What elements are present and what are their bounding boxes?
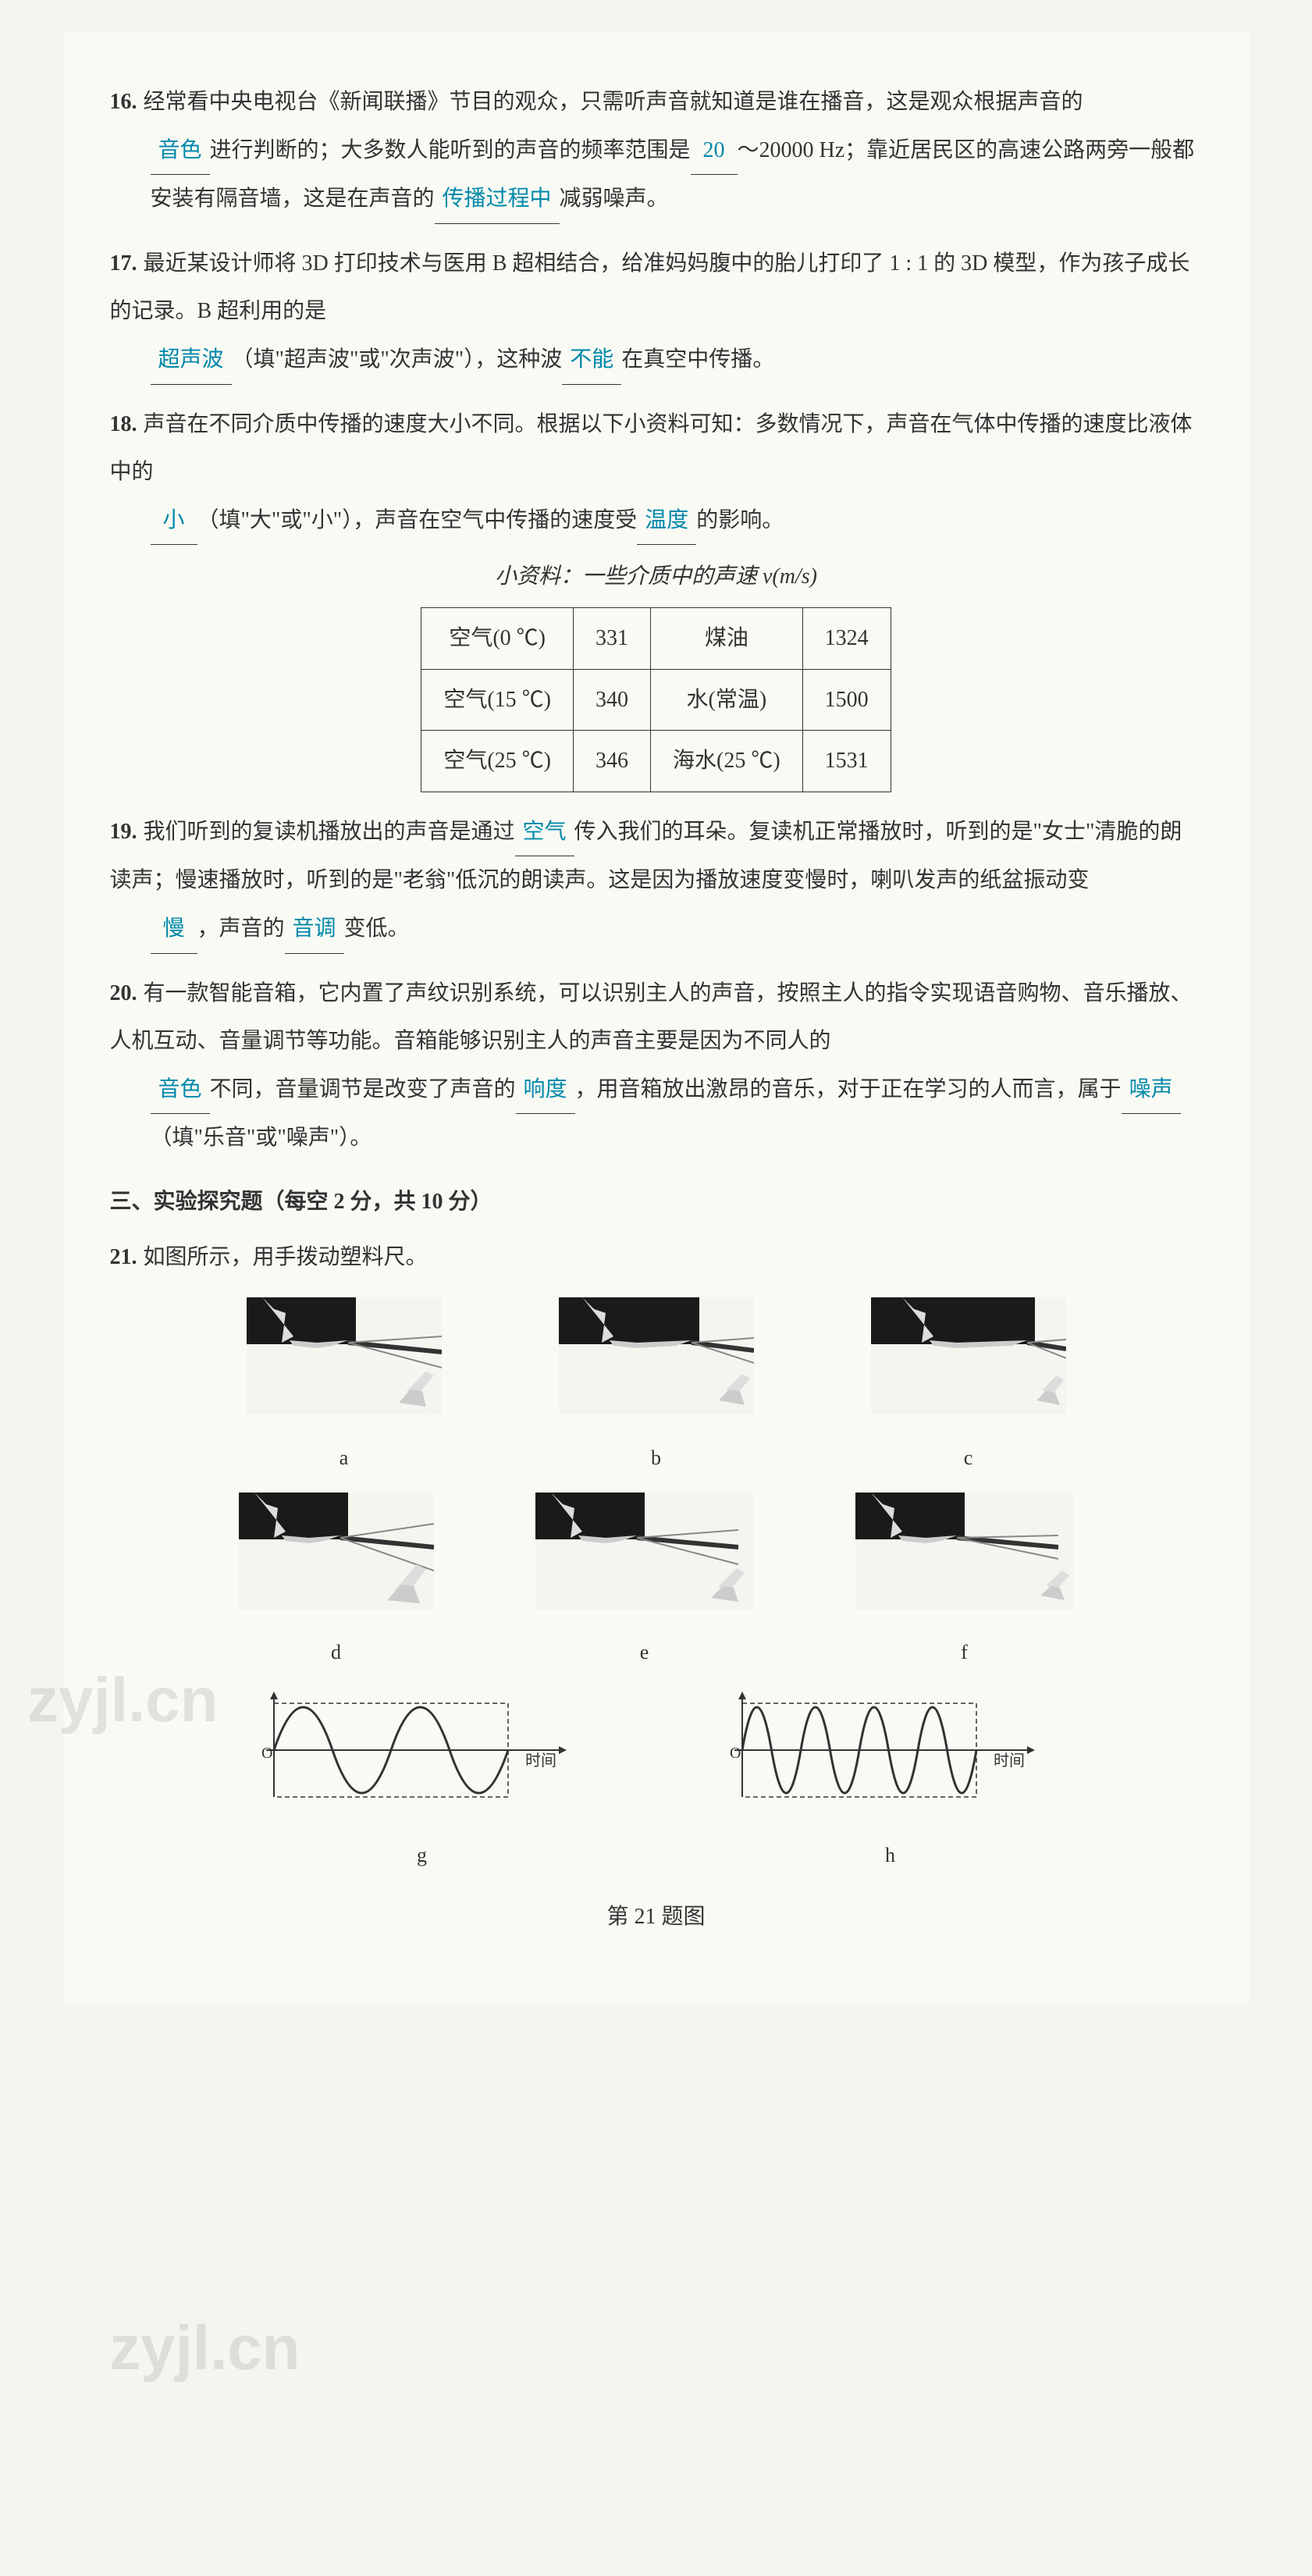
- q20-text: 不同，音量调节是改变了声音的: [210, 1077, 516, 1101]
- q20-number: 20.: [110, 970, 137, 1018]
- q19-text: 我们听到的复读机播放出的声音是通过: [144, 820, 515, 844]
- waveform-g-icon: O 时间: [251, 1688, 594, 1813]
- q20-blank3: 噪声: [1122, 1066, 1181, 1115]
- table-cell: 331: [574, 607, 651, 669]
- q21-label-h: h: [719, 1833, 1062, 1877]
- ruler-pluck-icon: [855, 1493, 1074, 1610]
- table-cell: 海水(25 ℃): [651, 731, 803, 792]
- q21-text: 如图所示，用手拨动塑料尺。: [144, 1245, 428, 1269]
- table-cell: 煤油: [651, 607, 803, 669]
- ruler-pluck-icon: [239, 1493, 434, 1610]
- q21-diagrams: a: [188, 1297, 1125, 1941]
- q18-text: 的影响。: [696, 508, 784, 532]
- q19-blank1: 空气: [515, 808, 574, 857]
- svg-text:时间: 时间: [994, 1752, 1025, 1770]
- question-20: 20.有一款智能音箱，它内置了声纹识别系统，可以识别主人的声音，按照主人的指令实…: [110, 970, 1203, 1162]
- table-cell: 1324: [802, 607, 891, 669]
- question-21: 21. 如图所示，用手拨动塑料尺。: [110, 1233, 1203, 1941]
- q18-text: （填"大"或"小"），声音在空气中传播的速度受: [197, 508, 638, 532]
- svg-text:O: O: [730, 1745, 741, 1762]
- q16-blank2: 20: [691, 126, 738, 176]
- q20-text: 有一款智能音箱，它内置了声纹识别系统，可以识别主人的声音，按照主人的指令实现语音…: [110, 981, 1193, 1054]
- q17-text: 最近某设计师将 3D 打印技术与医用 B 超相结合，给准妈妈腹中的胎儿打印了 1…: [110, 251, 1190, 324]
- q21-img-d: d: [239, 1493, 434, 1675]
- table-cell: 空气(25 ℃): [421, 731, 574, 792]
- q18-text: 声音在不同介质中传播的速度大小不同。根据以下小资料可知：多数情况下，声音在气体中…: [110, 412, 1193, 485]
- q21-row3: O 时间 g O 时间 h: [188, 1688, 1125, 1878]
- q21-caption: 第 21 题图: [188, 1893, 1125, 1941]
- ruler-pluck-icon: [871, 1297, 1066, 1414]
- q21-img-c: c: [871, 1297, 1066, 1480]
- q21-number: 21.: [110, 1233, 137, 1282]
- q21-wave-g: O 时间 g: [251, 1688, 594, 1878]
- ruler-pluck-icon: [535, 1493, 754, 1610]
- q21-label-e: e: [535, 1630, 754, 1674]
- question-18: 18.声音在不同介质中传播的速度大小不同。根据以下小资料可知：多数情况下，声音在…: [110, 400, 1203, 792]
- svg-text:O: O: [261, 1745, 272, 1762]
- q21-label-b: b: [559, 1436, 754, 1480]
- table-cell: 空气(0 ℃): [421, 607, 574, 669]
- table-cell: 水(常温): [651, 669, 803, 731]
- q19-number: 19.: [110, 808, 137, 856]
- table-row: 空气(25 ℃) 346 海水(25 ℃) 1531: [421, 731, 891, 792]
- q16-text: 减弱噪声。: [560, 187, 669, 211]
- q21-label-g: g: [251, 1833, 594, 1877]
- question-16: 16. 经常看中央电视台《新闻联播》节目的观众，只需听声音就知道是谁在播音，这是观…: [110, 78, 1203, 224]
- q20-text: （填"乐音"或"噪声"）。: [151, 1126, 372, 1150]
- q17-text: 在真空中传播。: [621, 347, 774, 372]
- question-19: 19.我们听到的复读机播放出的声音是通过空气传入我们的耳朵。复读机正常播放时，听…: [110, 808, 1203, 954]
- q21-label-d: d: [239, 1630, 434, 1674]
- q21-wave-h: O 时间 h: [719, 1688, 1062, 1878]
- q17-blank2: 不能: [562, 336, 621, 385]
- q16-text: 进行判断的；大多数人能听到的声音的频率范围是: [210, 138, 691, 162]
- table-cell: 340: [574, 669, 651, 731]
- q19-text: 变低。: [344, 916, 410, 941]
- q21-row2: d: [188, 1493, 1125, 1675]
- q19-text: ，声音的: [197, 916, 285, 941]
- q16-text: 经常看中央电视台《新闻联播》节目的观众，只需听声音就知道是谁在播音，这是观众根据…: [144, 90, 1083, 114]
- ruler-pluck-icon: [559, 1297, 754, 1414]
- q21-row1: a: [188, 1297, 1125, 1480]
- q19-blank3: 音调: [285, 905, 344, 954]
- q20-blank2: 响度: [516, 1066, 575, 1115]
- q21-img-a: a: [247, 1297, 442, 1480]
- q18-blank2: 温度: [637, 496, 696, 546]
- q20-blank1: 音色: [151, 1066, 210, 1115]
- q21-label-c: c: [871, 1436, 1066, 1480]
- q18-table: 空气(0 ℃) 331 煤油 1324 空气(15 ℃) 340 水(常温) 1…: [421, 607, 891, 792]
- svg-text:时间: 时间: [525, 1752, 556, 1770]
- watermark: zyjl.cn: [109, 2279, 300, 2417]
- q18-blank1: 小: [151, 496, 197, 546]
- section3-header: 三、实验探究题（每空 2 分，共 10 分）: [110, 1178, 1203, 1226]
- q17-number: 17.: [110, 240, 137, 288]
- q21-img-f: f: [855, 1493, 1074, 1675]
- q18-table-caption: 小资料：一些介质中的声速 v(m/s): [110, 553, 1203, 601]
- q21-img-e: e: [535, 1493, 754, 1675]
- q21-img-b: b: [559, 1297, 754, 1480]
- table-cell: 空气(15 ℃): [421, 669, 574, 731]
- ruler-pluck-icon: [247, 1297, 442, 1414]
- table-cell: 346: [574, 731, 651, 792]
- question-17: 17.最近某设计师将 3D 打印技术与医用 B 超相结合，给准妈妈腹中的胎儿打印…: [110, 240, 1203, 385]
- table-cell: 1531: [802, 731, 891, 792]
- table-row: 空气(15 ℃) 340 水(常温) 1500: [421, 669, 891, 731]
- q21-label-f: f: [855, 1630, 1074, 1674]
- q16-blank1: 音色: [151, 126, 210, 176]
- q17-text: （填"超声波"或"次声波"），这种波: [232, 347, 563, 372]
- q16-blank3: 传播过程中: [435, 175, 560, 224]
- q21-label-a: a: [247, 1436, 442, 1480]
- table-row: 空气(0 ℃) 331 煤油 1324: [421, 607, 891, 669]
- q18-number: 18.: [110, 400, 137, 449]
- q16-number: 16.: [110, 78, 137, 126]
- waveform-h-icon: O 时间: [719, 1688, 1062, 1813]
- q20-text: ，用音箱放出激昂的音乐，对于正在学习的人而言，属于: [575, 1077, 1122, 1101]
- table-cell: 1500: [802, 669, 891, 731]
- q19-blank2: 慢: [151, 905, 197, 954]
- q17-blank1: 超声波: [151, 336, 232, 385]
